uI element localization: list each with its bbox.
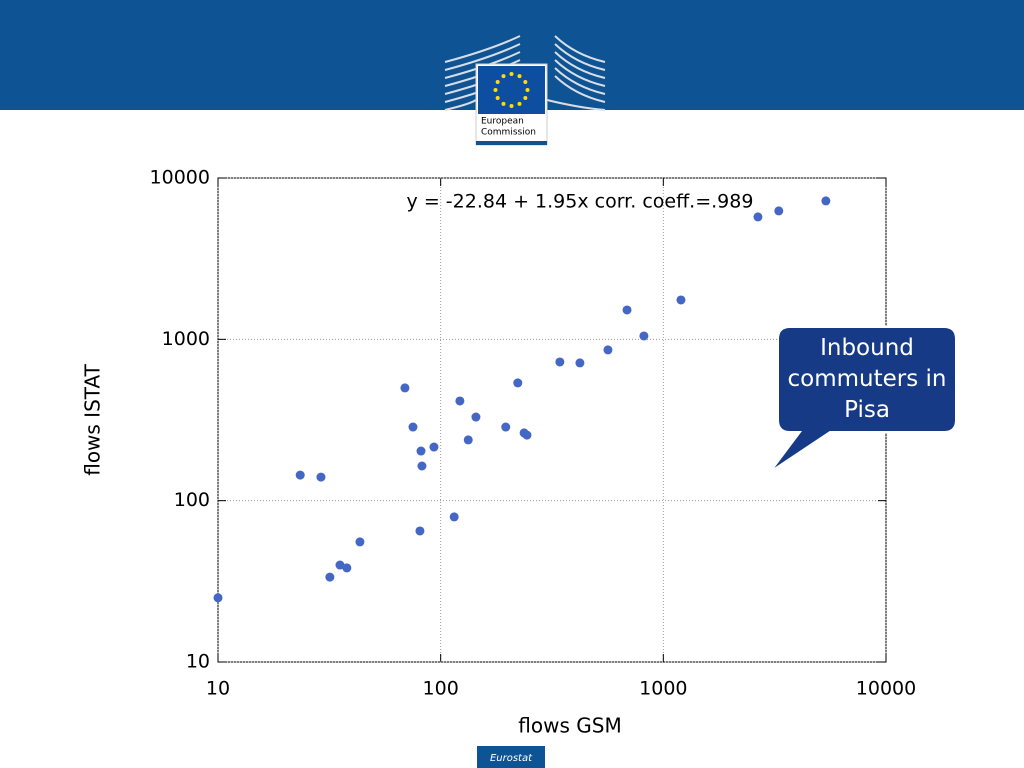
point [622,305,632,315]
star [523,80,528,84]
logo-stars [493,72,530,108]
point [400,383,410,393]
star [501,74,506,79]
point [213,593,223,603]
x-tick-label: 10 [206,678,230,700]
chart: 10 100 1000 10000 10 100 1000 10000 flows GSM flo… [81,167,917,738]
point [415,526,425,536]
point [501,422,511,432]
point [513,378,523,388]
y-axis-label: flows ISTAT [81,363,105,475]
point [416,446,426,456]
point [522,430,532,440]
point [821,196,831,206]
footer-box [477,746,545,768]
point [575,358,585,368]
star [493,88,498,92]
star [517,74,522,79]
point [603,345,613,355]
logo-text: Commission [481,128,536,138]
logo-text: European [481,117,524,127]
star [509,72,514,76]
point [325,572,335,582]
y-tick-label: 10 [186,651,210,673]
point [295,470,305,480]
point [774,206,784,216]
footer-text: Eurostat [490,753,533,764]
star [523,96,528,100]
point [639,331,649,341]
star [517,101,522,106]
point [342,563,352,573]
point [555,357,565,367]
point [335,560,345,570]
annotation: y = -22.84 + 1.95x corr. coeff.=.989 [407,191,754,213]
point [753,212,763,222]
callout-bubble [769,326,957,473]
point [316,472,326,482]
point [429,442,439,452]
y-tick-label: 10000 [150,167,210,189]
star [509,104,514,108]
point [408,422,418,432]
y-tick-label: 100 [174,489,210,511]
star [501,101,506,106]
point [355,537,365,547]
point [417,461,427,471]
point [449,512,459,522]
point [471,412,481,422]
x-tick-label: 10000 [856,678,916,700]
x-axis-label: flows GSM [518,714,621,738]
star [495,96,500,100]
star [525,88,530,92]
star [495,80,500,84]
x-tick-label: 100 [423,678,459,700]
y-tick-label: 1000 [162,328,210,350]
callout-text: Inbound commuters in Pisa [787,335,947,423]
x-tick-label: 1000 [639,678,687,700]
logo-bar [476,141,547,145]
point [455,396,465,406]
point [676,295,686,305]
point [463,435,473,445]
